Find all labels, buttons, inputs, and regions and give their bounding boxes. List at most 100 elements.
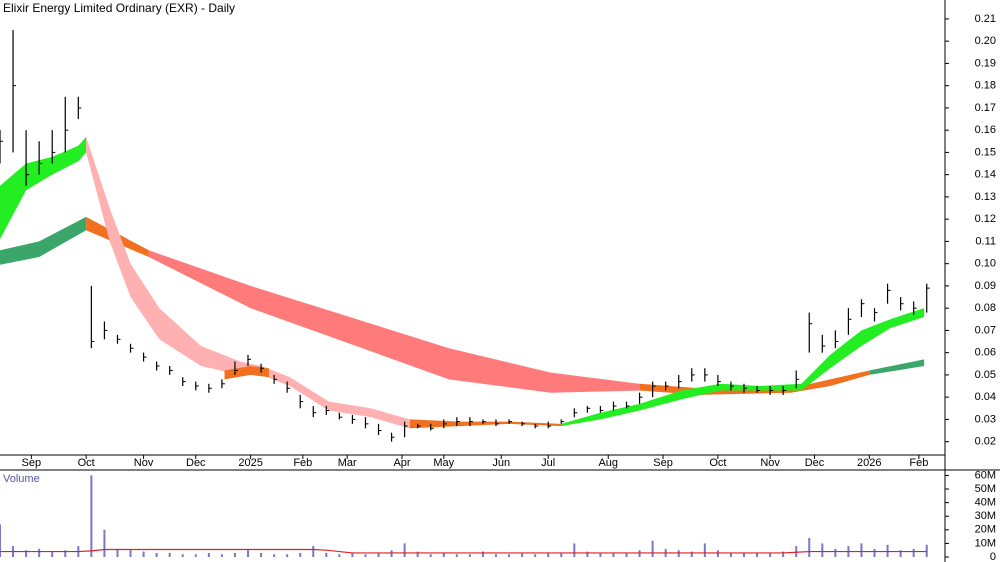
- volume-bar: [782, 551, 785, 557]
- volume-bar: [38, 548, 41, 557]
- y-tick-label: 0.13: [975, 191, 996, 203]
- y-tick-label: 0.21: [975, 13, 996, 25]
- x-tick-label: Aug: [598, 457, 618, 469]
- volume-bar: [899, 550, 902, 557]
- x-tick-label: Nov: [134, 457, 154, 469]
- volume-tick-label: 10M: [975, 537, 996, 549]
- volume-bar: [690, 551, 693, 557]
- y-tick-label: 0.16: [975, 124, 996, 136]
- ma-band: [0, 136, 87, 240]
- x-tick-label: Jul: [541, 457, 555, 469]
- volume-bar: [25, 550, 28, 557]
- volume-bar: [821, 543, 824, 557]
- volume-bar: [756, 552, 759, 557]
- x-tick-label: Dec: [186, 457, 206, 469]
- volume-bar: [442, 552, 445, 557]
- ma-band: [561, 308, 925, 427]
- volume-bar: [638, 550, 641, 557]
- volume-bar: [194, 554, 197, 557]
- ma-band: [869, 359, 925, 375]
- volume-bar: [90, 475, 93, 557]
- x-tick-label: Sep: [653, 457, 673, 469]
- volume-label: Volume: [3, 473, 40, 485]
- x-tick-label: Apr: [393, 457, 410, 469]
- x-tick-label: Feb: [293, 457, 312, 469]
- y-tick-label: 0.14: [975, 169, 996, 181]
- volume-bar: [481, 551, 484, 557]
- volume-bar: [925, 544, 928, 557]
- x-tick-label: May: [433, 457, 454, 469]
- x-tick-label: Oct: [78, 457, 95, 469]
- volume-bar: [912, 548, 915, 557]
- volume-bar: [64, 550, 67, 557]
- volume-bar: [468, 554, 471, 557]
- volume-bar: [403, 543, 406, 557]
- volume-bar: [521, 552, 524, 557]
- chart-title: Elixir Energy Limited Ordinary (EXR) - D…: [3, 1, 235, 15]
- volume-bar: [494, 554, 497, 557]
- x-tick-label: Sep: [22, 457, 42, 469]
- volume-bar: [416, 551, 419, 557]
- volume-bar: [429, 554, 432, 557]
- volume-tick-label: 30M: [975, 510, 996, 522]
- volume-bar: [729, 552, 732, 557]
- volume-bar: [703, 543, 706, 557]
- x-tick-label: Feb: [909, 457, 928, 469]
- y-tick-label: 0.19: [975, 57, 996, 69]
- volume-bar: [299, 552, 302, 557]
- volume-bar: [103, 529, 106, 557]
- volume-bar: [181, 554, 184, 557]
- volume-bar: [142, 551, 145, 557]
- volume-tick-label: 0: [990, 551, 996, 562]
- x-tick-label: Mar: [338, 457, 357, 469]
- volume-bar: [51, 551, 54, 557]
- volume-tick-label: 50M: [975, 483, 996, 495]
- y-tick-label: 0.06: [975, 347, 996, 359]
- volume-bar: [129, 550, 132, 557]
- volume-bar: [377, 552, 380, 557]
- volume-bar: [599, 552, 602, 557]
- volume-bar: [560, 552, 563, 557]
- volume-bar: [325, 552, 328, 557]
- y-tick-label: 0.03: [975, 413, 996, 425]
- y-tick-label: 0.10: [975, 258, 996, 270]
- volume-bar: [795, 546, 798, 557]
- volume-bar: [207, 552, 210, 557]
- y-tick-label: 0.20: [975, 35, 996, 47]
- volume-tick-label: 40M: [975, 497, 996, 509]
- y-tick-label: 0.07: [975, 324, 996, 336]
- volume-bar: [312, 546, 315, 557]
- x-tick-label: 2026: [857, 457, 881, 469]
- ma-band: [409, 419, 562, 429]
- x-tick-label: Dec: [805, 457, 825, 469]
- volume-bar: [834, 548, 837, 557]
- volume-bar: [233, 552, 236, 557]
- y-tick-label: 0.08: [975, 302, 996, 314]
- y-tick-label: 0.05: [975, 369, 996, 381]
- volume-bar: [286, 554, 289, 557]
- x-tick-label: Nov: [760, 457, 780, 469]
- volume-bar: [0, 524, 1, 557]
- volume-bar: [508, 554, 511, 557]
- volume-bar: [808, 537, 811, 557]
- volume-bar: [273, 554, 276, 557]
- y-tick-label: 0.17: [975, 102, 996, 114]
- volume-average: [0, 548, 927, 554]
- volume-tick-label: 60M: [975, 469, 996, 481]
- volume-bar: [116, 548, 119, 557]
- y-tick-label: 0.18: [975, 80, 996, 92]
- volume-bar: [351, 552, 354, 557]
- volume-bar: [716, 550, 719, 557]
- volume-bar: [455, 554, 458, 557]
- volume-bar: [155, 552, 158, 557]
- volume-bar: [338, 554, 341, 557]
- x-tick-label: Jun: [492, 457, 510, 469]
- volume-bar: [364, 554, 367, 557]
- y-tick-label: 0.11: [975, 235, 996, 247]
- volume-bar: [677, 550, 680, 557]
- y-tick-label: 0.09: [975, 280, 996, 292]
- volume-bar: [246, 550, 249, 557]
- volume-bar: [390, 550, 393, 557]
- volume-bar: [260, 552, 263, 557]
